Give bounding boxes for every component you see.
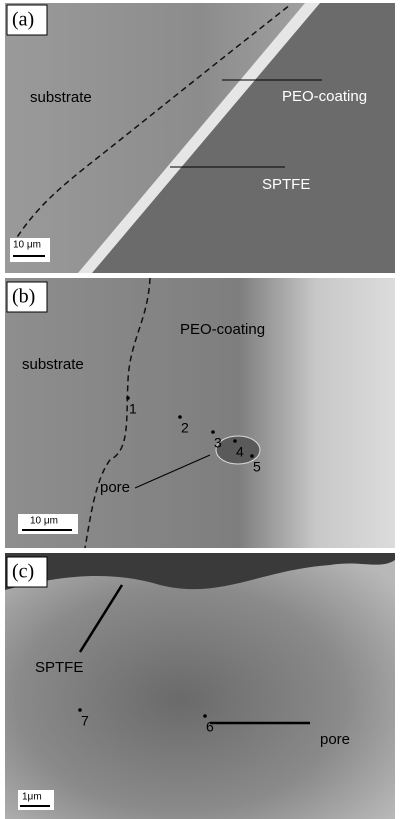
point-label: 1 <box>129 401 137 417</box>
panel-label: (b) <box>12 286 35 308</box>
annotation: pore <box>100 479 130 496</box>
annotation: substrate <box>30 89 92 106</box>
annotation: PEO-coating <box>180 321 265 338</box>
annotation: substrate <box>22 356 84 373</box>
point-label: 6 <box>206 719 214 735</box>
sem-image <box>5 278 395 548</box>
point-label: 2 <box>181 420 189 436</box>
point-label: 7 <box>81 713 89 729</box>
sem-image <box>5 553 395 819</box>
annotation: PEO-coating <box>282 88 367 105</box>
point-marker <box>178 415 182 419</box>
annotation: SPTFE <box>35 659 83 676</box>
panel-label: (a) <box>12 9 34 31</box>
point-marker <box>233 439 237 443</box>
scale-label: 10 μm <box>30 516 58 527</box>
panel-label: (c) <box>12 561 34 583</box>
panel-c: (c) SPTFE pore 7 6 1μm <box>5 553 395 819</box>
point-marker <box>250 454 254 458</box>
point-marker <box>211 430 215 434</box>
panel-a: (a) substrate PEO-coating SPTFE 10 μm <box>5 3 395 273</box>
point-marker <box>78 708 82 712</box>
panel-b: (b) substrate PEO-coating pore 1 2 345 10 … <box>5 278 395 548</box>
point-marker <box>203 714 207 718</box>
point-label: 5 <box>253 459 261 475</box>
point-marker <box>126 396 130 400</box>
point-label: 4 <box>236 444 244 460</box>
scale-label: 10 μm <box>13 240 41 251</box>
annotation: SPTFE <box>262 176 310 193</box>
point-label: 3 <box>214 435 222 451</box>
figure: (a) substrate PEO-coating SPTFE 10 μm (b… <box>0 0 400 819</box>
annotation: pore <box>320 731 350 748</box>
scale-label: 1μm <box>22 792 42 803</box>
